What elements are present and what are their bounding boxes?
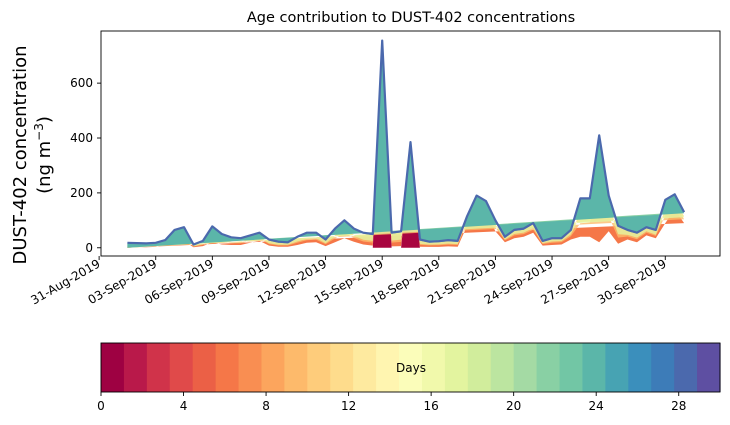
colorbar-label: Days — [396, 361, 426, 375]
colorbar-tick-label: 8 — [262, 399, 270, 413]
colorbar-segment — [582, 343, 606, 392]
colorbar-segment — [353, 343, 377, 392]
colorbar-segment — [490, 343, 515, 392]
colorbar-tick-label: 0 — [97, 399, 105, 413]
colorbar-segment — [123, 343, 148, 392]
colorbar-segment — [444, 343, 469, 392]
colorbar-segment — [238, 343, 263, 392]
chart-title: Age contribution to DUST-402 concentrati… — [247, 10, 575, 26]
y-axis: 0 200 400 600 — [70, 76, 101, 255]
y-axis-units-suffix: ) — [34, 116, 55, 123]
colorbar-segment — [559, 343, 584, 392]
colorbar-tick-label: 16 — [423, 399, 438, 413]
colorbar-segment — [421, 343, 446, 392]
colorbar-segment — [467, 343, 492, 392]
area-layers — [127, 39, 686, 248]
colorbar-segment — [697, 343, 721, 392]
colorbar-segment — [674, 343, 698, 392]
colorbar-segment — [146, 343, 171, 392]
colorbar: 0 4 8 12 16 20 24 28 — [97, 342, 721, 413]
colorbar-segment — [192, 343, 217, 392]
y-axis-label-units: (ng m−3) — [32, 116, 55, 194]
colorbar-segment — [376, 343, 400, 392]
plot-area — [100, 30, 721, 257]
colorbar-segment — [513, 343, 538, 392]
colorbar-segment — [261, 343, 286, 392]
colorbar-segment — [101, 343, 125, 392]
y-axis-label: DUST-402 concentration — [10, 45, 31, 264]
colorbar-segment — [399, 343, 423, 392]
colorbar-segment — [330, 343, 354, 392]
area-shade-teal — [127, 41, 685, 248]
colorbar-tick-label: 24 — [589, 399, 604, 413]
colorbar-segment — [307, 343, 331, 392]
colorbar-tick-label: 12 — [341, 399, 356, 413]
y-tick-label: 0 — [85, 241, 93, 255]
y-tick-label: 600 — [70, 76, 93, 90]
colorbar-segment — [536, 343, 561, 392]
colorbar-segment — [284, 343, 308, 392]
colorbar-segment — [628, 343, 652, 392]
y-tick-label: 200 — [70, 186, 93, 200]
y-tick-label: 400 — [70, 131, 93, 145]
colorbar-segment — [651, 343, 675, 392]
total-line — [127, 39, 686, 246]
colorbar-tick-label: 28 — [671, 399, 686, 413]
plot-frame — [100, 30, 721, 257]
colorbar-tick-label: 4 — [180, 399, 188, 413]
colorbar-frame — [100, 342, 721, 393]
y-axis-units-prefix: (ng m — [34, 141, 55, 194]
colorbar-segment — [605, 343, 629, 392]
colorbar-segment — [215, 343, 240, 392]
colorbar-segment — [169, 343, 194, 392]
colorbar-tick-label: 20 — [506, 399, 521, 413]
y-axis-units-exponent: −3 — [32, 123, 46, 141]
